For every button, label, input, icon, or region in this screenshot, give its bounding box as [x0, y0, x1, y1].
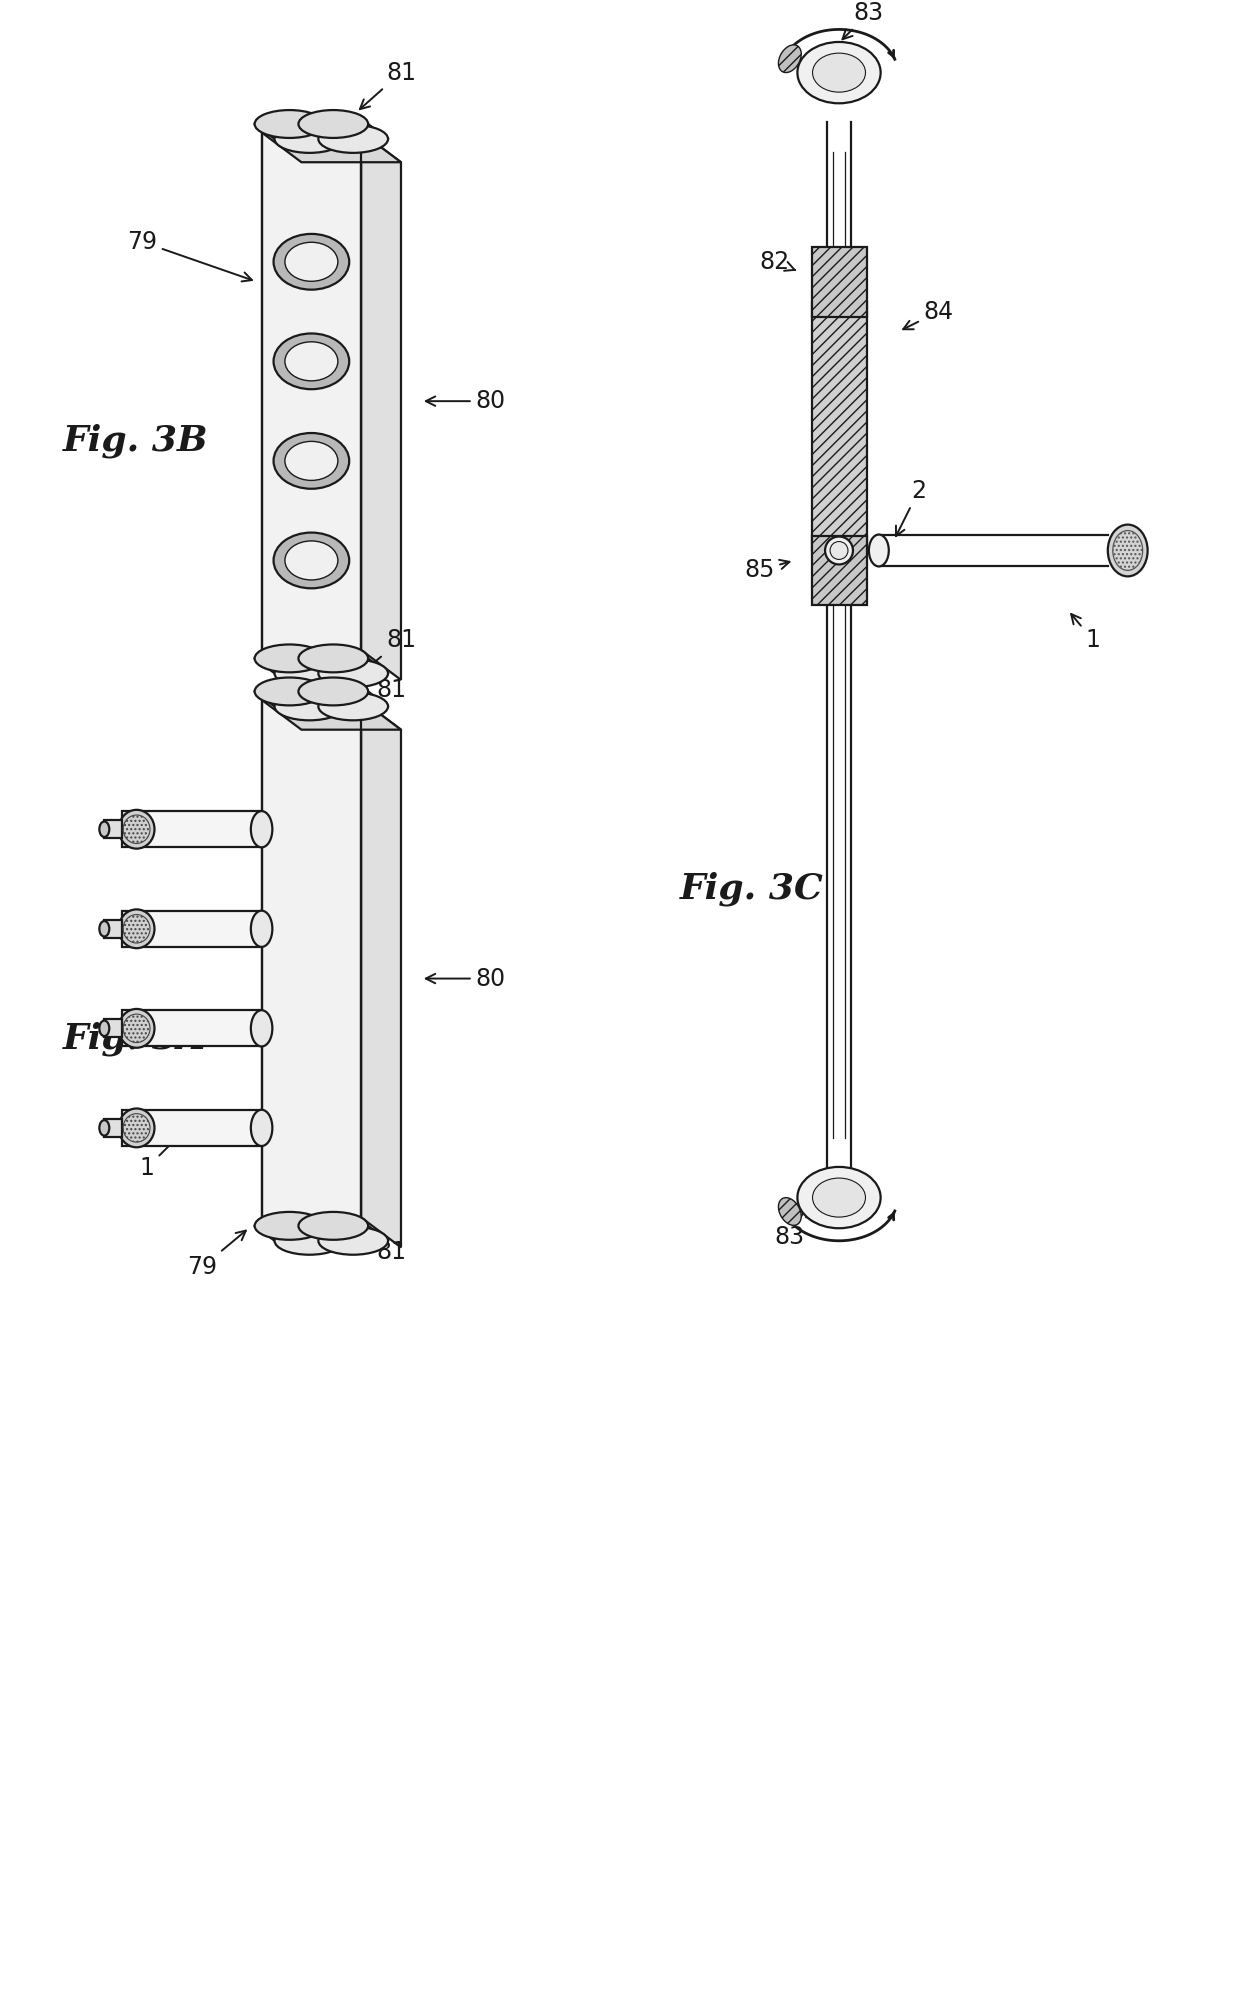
Text: 79: 79 — [128, 229, 252, 281]
Polygon shape — [361, 700, 401, 1248]
Text: 82: 82 — [759, 249, 795, 273]
Text: Fig. 3B: Fig. 3B — [62, 425, 208, 459]
Ellipse shape — [250, 1011, 273, 1047]
Ellipse shape — [254, 644, 325, 672]
Ellipse shape — [99, 1121, 109, 1137]
Ellipse shape — [319, 660, 388, 688]
Ellipse shape — [285, 540, 337, 580]
Polygon shape — [262, 132, 401, 162]
Text: 80: 80 — [425, 389, 506, 413]
Text: 83: 83 — [842, 0, 884, 40]
Ellipse shape — [299, 110, 368, 138]
Ellipse shape — [825, 536, 853, 564]
Polygon shape — [361, 132, 401, 680]
Polygon shape — [262, 132, 361, 650]
Ellipse shape — [250, 1111, 273, 1147]
Ellipse shape — [274, 1226, 345, 1254]
Ellipse shape — [274, 660, 345, 688]
Ellipse shape — [254, 678, 325, 706]
Ellipse shape — [779, 1198, 801, 1226]
Bar — [104, 1019, 123, 1037]
Polygon shape — [123, 812, 262, 847]
Ellipse shape — [119, 909, 155, 949]
Ellipse shape — [99, 1021, 109, 1037]
Text: Fig. 3C: Fig. 3C — [680, 871, 823, 907]
Text: 81: 81 — [357, 628, 415, 676]
Ellipse shape — [319, 692, 388, 720]
Ellipse shape — [299, 1212, 368, 1240]
Ellipse shape — [274, 692, 345, 720]
Bar — [104, 919, 123, 937]
Bar — [812, 247, 867, 317]
Text: 84: 84 — [903, 299, 954, 329]
Ellipse shape — [285, 341, 337, 381]
Bar — [812, 536, 867, 606]
Text: 85: 85 — [744, 558, 790, 582]
Ellipse shape — [299, 644, 368, 672]
Ellipse shape — [779, 44, 801, 72]
Text: 81: 81 — [345, 654, 405, 702]
Ellipse shape — [119, 810, 155, 849]
Ellipse shape — [285, 441, 337, 481]
Ellipse shape — [274, 233, 350, 289]
Ellipse shape — [250, 812, 273, 847]
Text: 1: 1 — [140, 1131, 184, 1180]
Bar — [104, 820, 123, 837]
Polygon shape — [123, 1111, 262, 1147]
Text: 80: 80 — [425, 967, 506, 991]
Ellipse shape — [274, 433, 350, 489]
Ellipse shape — [812, 1178, 866, 1216]
Ellipse shape — [254, 110, 325, 138]
Text: 83: 83 — [774, 1206, 807, 1250]
Ellipse shape — [254, 1212, 325, 1240]
Polygon shape — [123, 911, 262, 947]
Ellipse shape — [119, 1009, 155, 1047]
Ellipse shape — [869, 534, 889, 566]
Ellipse shape — [299, 678, 368, 706]
Ellipse shape — [319, 126, 388, 154]
Text: 79: 79 — [187, 1230, 246, 1280]
Bar — [812, 301, 867, 550]
Ellipse shape — [250, 911, 273, 947]
Ellipse shape — [99, 822, 109, 837]
Ellipse shape — [812, 54, 866, 92]
Bar — [104, 1119, 123, 1137]
Text: 1: 1 — [1071, 614, 1100, 652]
Ellipse shape — [274, 333, 350, 389]
Ellipse shape — [274, 126, 345, 154]
Ellipse shape — [319, 1226, 388, 1254]
Ellipse shape — [119, 1109, 155, 1147]
Ellipse shape — [797, 42, 880, 104]
Text: 81: 81 — [360, 60, 415, 110]
Text: Fig. 3A: Fig. 3A — [62, 1021, 206, 1055]
Ellipse shape — [285, 243, 337, 281]
Ellipse shape — [99, 921, 109, 937]
Polygon shape — [123, 1011, 262, 1047]
Ellipse shape — [830, 542, 848, 560]
Text: 81: 81 — [343, 1220, 405, 1264]
Text: 2: 2 — [897, 479, 926, 536]
Ellipse shape — [797, 1166, 880, 1228]
Ellipse shape — [274, 532, 350, 588]
Polygon shape — [262, 700, 401, 730]
Polygon shape — [262, 700, 361, 1218]
Ellipse shape — [1107, 524, 1148, 576]
